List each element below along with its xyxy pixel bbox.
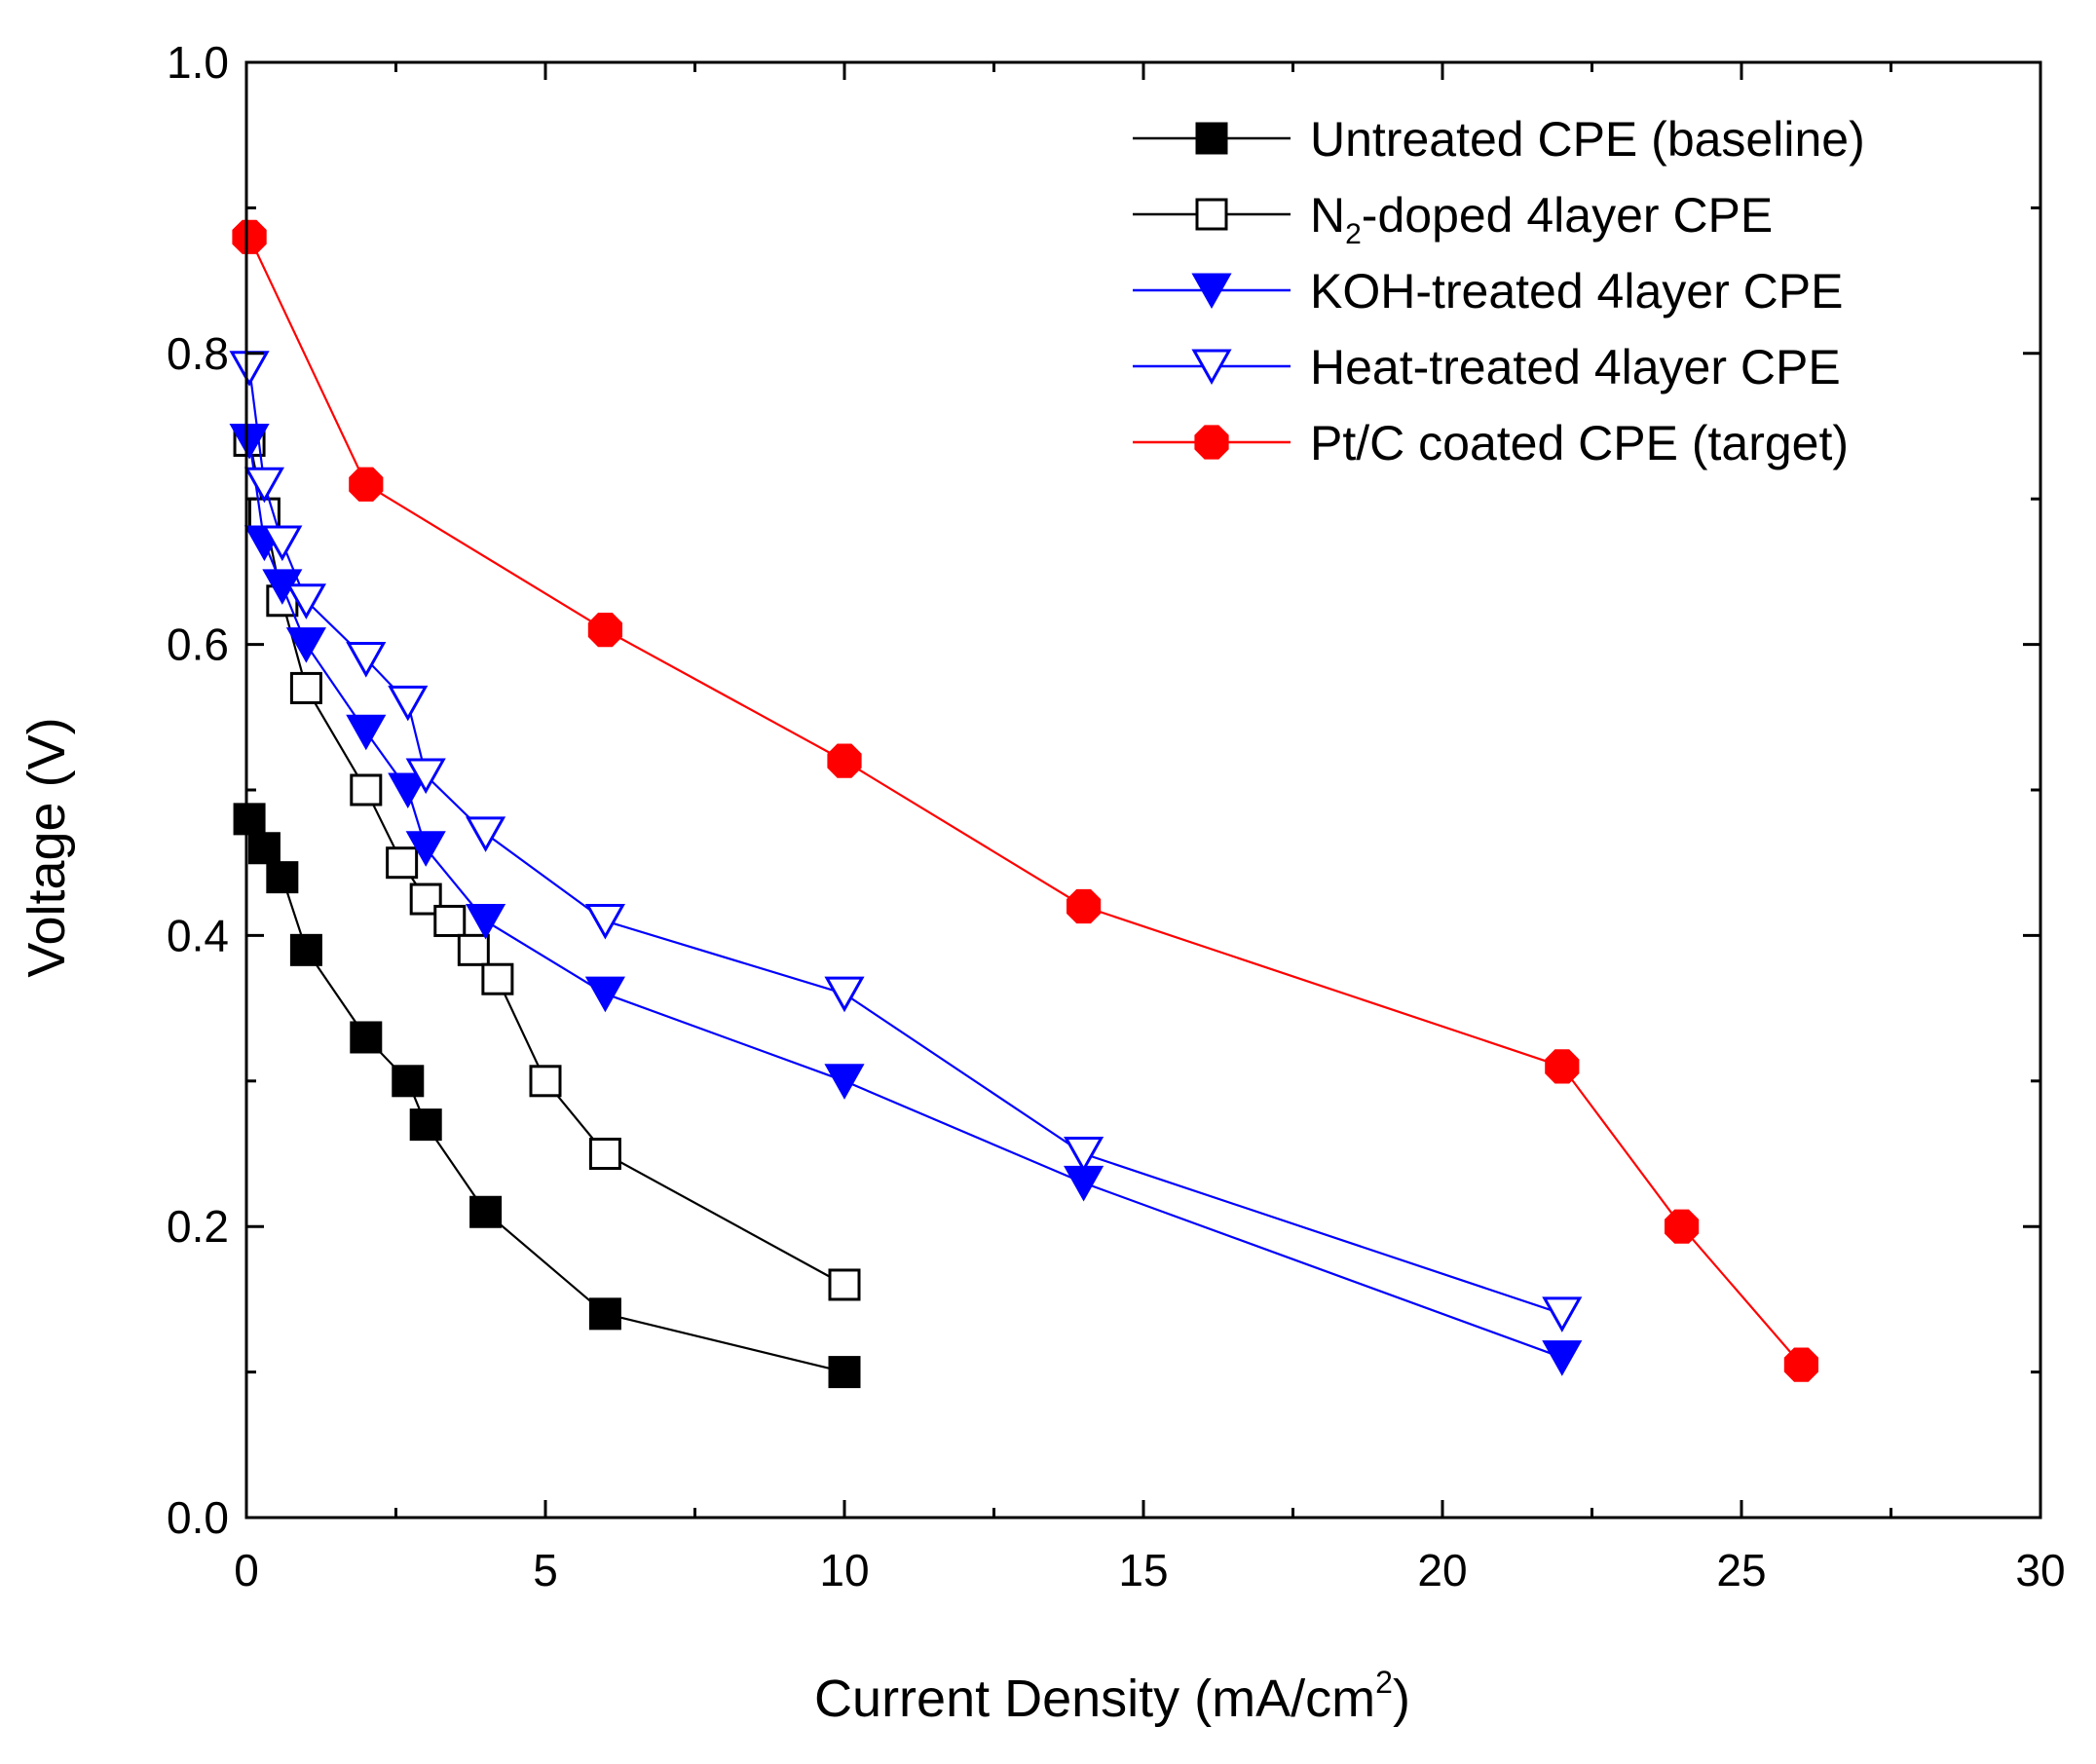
- series-3-point: [584, 976, 625, 1013]
- series-4-point: [824, 976, 865, 1013]
- x-tick-label: 5: [533, 1545, 558, 1595]
- series-2-point: [588, 1138, 621, 1170]
- series-1-point: [392, 1065, 425, 1098]
- legend-entry-1: Untreated CPE (baseline): [1133, 112, 1865, 167]
- legend-entry-5: Pt/C coated CPE (target): [1133, 416, 1849, 470]
- series-4-point: [346, 642, 387, 678]
- legend-swatch-marker: [1191, 273, 1232, 310]
- series-2-point: [289, 671, 322, 704]
- series-4-point: [1542, 1296, 1583, 1332]
- series-5: [232, 219, 1818, 1382]
- series-4: [229, 351, 1583, 1332]
- series-3-point: [1542, 1340, 1583, 1376]
- series-4-point: [1064, 1137, 1104, 1173]
- series-1-point: [469, 1195, 503, 1228]
- x-tick-label: 25: [1716, 1545, 1766, 1595]
- axes: 0 5 10 15 20 25 30 0.0 0.2 0.4 0.6 0.8 1.0: [167, 37, 2066, 1595]
- x-axis-title-main: Current Density (mA/cm: [814, 1670, 1375, 1728]
- series-1-point: [233, 803, 266, 836]
- series-3-point: [824, 1064, 865, 1100]
- series-5-point: [1665, 1209, 1700, 1244]
- series-2-point: [386, 846, 419, 880]
- series-3-point: [285, 627, 326, 663]
- series-3-point: [346, 714, 387, 751]
- legend-entry-2: N2-doped 4layer CPE: [1133, 188, 1773, 250]
- series-4-point: [262, 525, 303, 562]
- legend-entry-3: KOH-treated 4layer CPE: [1133, 264, 1843, 319]
- legend-label-subscript: 2: [1345, 218, 1362, 250]
- legend-swatch-marker: [1195, 122, 1228, 155]
- y-tick-label: 0.4: [167, 910, 229, 960]
- y-tick-label: 0.6: [167, 619, 229, 670]
- legend-label: Pt/C coated CPE (target): [1310, 416, 1849, 470]
- series-4-point: [285, 583, 326, 619]
- legend-label: Heat-treated 4layer CPE: [1310, 340, 1841, 394]
- legend-label-part: N: [1310, 188, 1345, 243]
- series-1-point: [350, 1021, 383, 1054]
- legend-swatch-marker: [1194, 425, 1229, 460]
- x-axis-title-superscript: 2: [1375, 1665, 1393, 1700]
- series-1-point: [828, 1356, 861, 1389]
- series-4-point: [243, 467, 284, 504]
- legend-label: KOH-treated 4layer CPE: [1310, 264, 1843, 319]
- x-axis-title: Current Density (mA/cm2): [814, 1665, 1410, 1728]
- series-1-point: [289, 933, 322, 966]
- y-tick-label: 0.0: [167, 1492, 229, 1543]
- series-5-point: [587, 613, 622, 648]
- x-tick-label: 15: [1118, 1545, 1168, 1595]
- x-axis-title-close: ): [1393, 1670, 1410, 1728]
- series-3-point: [466, 903, 506, 940]
- legend: Untreated CPE (baseline) N2-doped 4layer …: [1133, 112, 1865, 470]
- series-2-point: [828, 1268, 861, 1301]
- series-1-point: [588, 1297, 621, 1331]
- legend-label-part: -doped 4layer CPE: [1362, 188, 1773, 243]
- y-axis-title: Voltage (V): [18, 717, 76, 977]
- series-2-point: [529, 1065, 562, 1098]
- legend-label: Untreated CPE (baseline): [1310, 112, 1865, 167]
- x-tick-label: 20: [1417, 1545, 1467, 1595]
- series-1: [233, 803, 861, 1389]
- series-3-point: [388, 772, 429, 809]
- y-tick-label: 0.8: [167, 328, 229, 379]
- series-1-point: [247, 832, 281, 865]
- series-5-point: [827, 743, 862, 778]
- series-5-point: [1783, 1347, 1818, 1382]
- legend-entry-4: Heat-treated 4layer CPE: [1133, 340, 1841, 394]
- legend-label: N2-doped 4layer CPE: [1310, 188, 1773, 250]
- x-tick-label: 0: [234, 1545, 259, 1595]
- series-2-point: [457, 933, 490, 966]
- series-5-line: [248, 236, 1803, 1366]
- series-1-point: [409, 1108, 442, 1142]
- series-5-point: [232, 219, 267, 254]
- x-tick-label: 30: [2015, 1545, 2065, 1595]
- legend-swatch-marker: [1195, 198, 1228, 231]
- series-3-point: [405, 831, 446, 867]
- y-tick-label: 0.2: [167, 1201, 229, 1252]
- x-tick-label: 10: [819, 1545, 869, 1595]
- legend-swatch-marker: [1191, 349, 1232, 386]
- series-2-point: [433, 904, 467, 937]
- series-4-point: [388, 685, 429, 722]
- series-4-point: [466, 816, 506, 852]
- series-2-point: [247, 497, 281, 530]
- plot-area: [229, 219, 1818, 1389]
- series-5-point: [1545, 1049, 1580, 1084]
- y-tick-label: 1.0: [167, 37, 229, 88]
- series-4-point: [405, 758, 446, 795]
- series-5-point: [1067, 888, 1102, 924]
- series-1-point: [266, 861, 299, 894]
- series-2-point: [481, 962, 514, 995]
- series-5-point: [349, 467, 384, 502]
- series-4-point: [584, 903, 625, 940]
- series-2-point: [350, 773, 383, 807]
